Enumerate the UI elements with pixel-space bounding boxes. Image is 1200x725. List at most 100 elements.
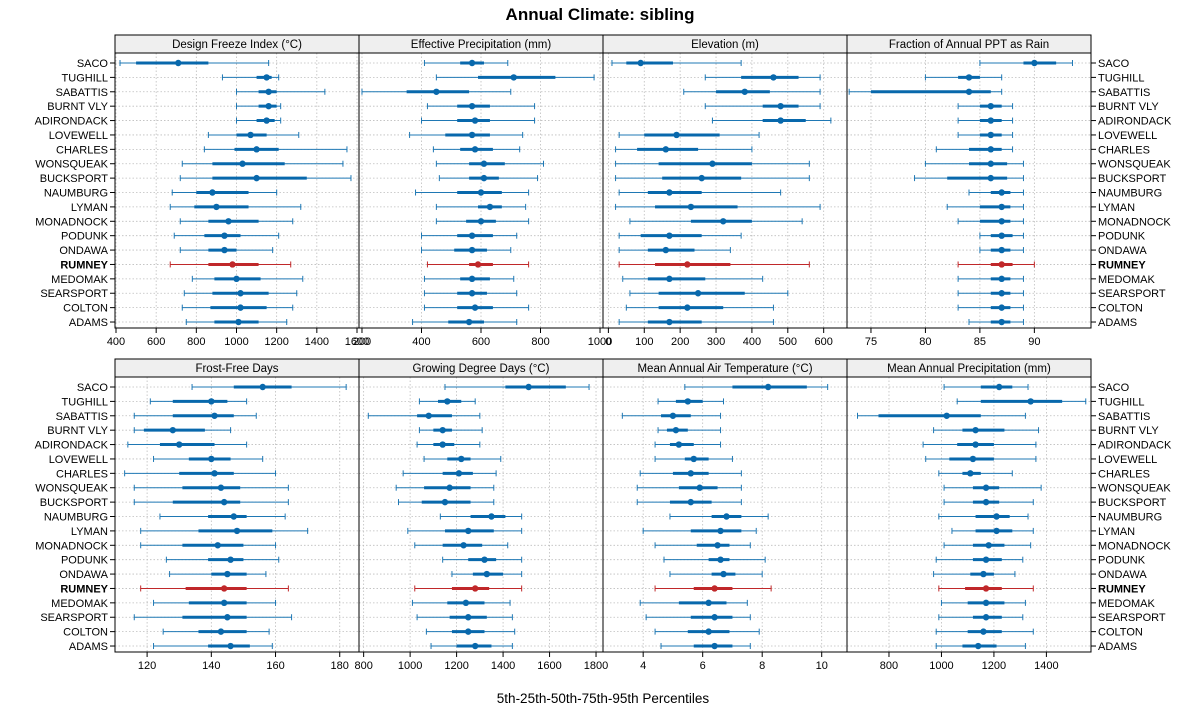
x-tick-label: 800 xyxy=(187,336,205,348)
x-tick-label: 400 xyxy=(743,336,761,348)
median-point xyxy=(175,59,182,67)
site-label-left: ADIRONDACK xyxy=(35,116,109,128)
median-point xyxy=(208,398,215,405)
median-point xyxy=(770,74,777,81)
median-point xyxy=(224,570,231,578)
site-label-right: ADAMS xyxy=(1098,641,1137,653)
median-point xyxy=(239,160,246,167)
median-point xyxy=(711,642,718,650)
median-point xyxy=(214,542,221,549)
site-label-right: NAUMBURG xyxy=(1098,188,1162,200)
median-point xyxy=(247,131,254,139)
x-axis-label: 5th-25th-50th-75th-95th Percentiles xyxy=(497,691,710,706)
median-point xyxy=(993,527,1000,535)
median-point xyxy=(211,412,218,419)
median-point xyxy=(233,527,241,535)
site-label-right: TUGHILL xyxy=(1098,396,1144,408)
site-label-right: SACO xyxy=(1098,382,1130,394)
median-point xyxy=(471,117,479,124)
median-point xyxy=(987,146,994,153)
median-point xyxy=(696,484,703,491)
median-point xyxy=(985,542,992,549)
median-point xyxy=(741,88,748,95)
median-point xyxy=(711,585,718,592)
site-label-right: LYMAN xyxy=(1098,526,1135,538)
median-point xyxy=(237,290,244,297)
median-point xyxy=(998,304,1005,311)
site-label-right: COLTON xyxy=(1098,627,1143,639)
site-label-right: ADIRONDACK xyxy=(1098,440,1172,452)
median-point xyxy=(998,232,1005,239)
panel-frame xyxy=(358,376,604,653)
panel-strip-title: Elevation (m) xyxy=(691,39,759,51)
median-point xyxy=(980,628,987,635)
site-label-right: SABATTIS xyxy=(1098,87,1150,99)
median-point xyxy=(468,275,476,283)
median-point xyxy=(690,455,697,463)
median-point xyxy=(169,426,176,434)
x-tick-label: 1000 xyxy=(588,336,612,348)
median-point xyxy=(221,232,228,239)
site-label-right: MONADNOCK xyxy=(1098,540,1171,552)
site-label-right: SEARSPORT xyxy=(1098,288,1166,300)
x-tick-label: 1400 xyxy=(491,660,515,672)
median-point xyxy=(208,455,215,463)
site-label-right: COLTON xyxy=(1098,303,1143,315)
site-label-left: MONADNOCK xyxy=(35,540,108,552)
median-point xyxy=(217,484,225,491)
site-label-left: COLTON xyxy=(63,303,108,315)
site-label-left: LOVEWELL xyxy=(49,130,108,142)
median-point xyxy=(471,304,479,311)
site-label-left: ONDAWA xyxy=(59,569,108,581)
median-point xyxy=(998,218,1005,225)
x-tick-label: 800 xyxy=(531,336,549,348)
site-label-left: LOVEWELL xyxy=(49,454,108,466)
panel-frame xyxy=(846,376,1092,653)
site-label-right: MEDOMAK xyxy=(1098,274,1156,286)
median-point xyxy=(221,246,228,254)
median-point xyxy=(468,232,476,239)
x-tick-label: 75 xyxy=(865,336,877,348)
x-tick-label: 1200 xyxy=(982,660,1006,672)
x-tick-label: 180 xyxy=(331,660,349,672)
site-label-left: BURNT VLY xyxy=(47,425,108,437)
panels-grid: Design Freeze Index (°C)400 600 800 1000 120… xyxy=(35,34,1172,672)
site-label-left: SACO xyxy=(77,382,109,394)
site-label-left: WONSQUEAK xyxy=(35,483,108,495)
site-label-left: PODUNK xyxy=(61,555,109,567)
x-tick-label: 8 xyxy=(759,660,765,672)
site-label-left: WONSQUEAK xyxy=(35,159,108,171)
site-label-left: ONDAWA xyxy=(59,245,108,257)
median-point xyxy=(666,318,673,326)
median-point xyxy=(446,484,453,491)
x-tick-label: 600 xyxy=(147,336,165,348)
median-point xyxy=(477,218,485,225)
median-point xyxy=(211,470,218,477)
median-point xyxy=(687,470,694,477)
median-point xyxy=(510,74,517,81)
site-label-right: SEARSPORT xyxy=(1098,612,1166,624)
site-label-right: BURNT VLY xyxy=(1098,101,1159,113)
site-label-right: PODUNK xyxy=(1098,231,1146,243)
site-label-right: SACO xyxy=(1098,58,1130,70)
median-point xyxy=(465,527,472,535)
median-point xyxy=(777,117,784,124)
x-tick-label: 85 xyxy=(974,336,986,348)
site-label-left: ADIRONDACK xyxy=(35,440,109,452)
site-label-right: WONSQUEAK xyxy=(1098,159,1171,171)
median-point xyxy=(705,628,712,635)
x-tick-label: 120 xyxy=(138,660,156,672)
median-point xyxy=(433,88,440,95)
median-point xyxy=(998,275,1005,283)
median-point xyxy=(967,470,974,477)
panel-frame xyxy=(114,376,360,653)
x-tick-label: 90 xyxy=(1028,336,1040,348)
x-tick-label: 1600 xyxy=(537,660,561,672)
median-point xyxy=(220,498,228,506)
site-label-right: TUGHILL xyxy=(1098,72,1144,84)
x-tick-label: 1000 xyxy=(398,660,422,672)
median-point xyxy=(698,174,705,182)
median-point xyxy=(263,74,270,81)
median-point xyxy=(673,131,680,139)
panel-strip-title: Frost-Free Days xyxy=(195,363,278,375)
